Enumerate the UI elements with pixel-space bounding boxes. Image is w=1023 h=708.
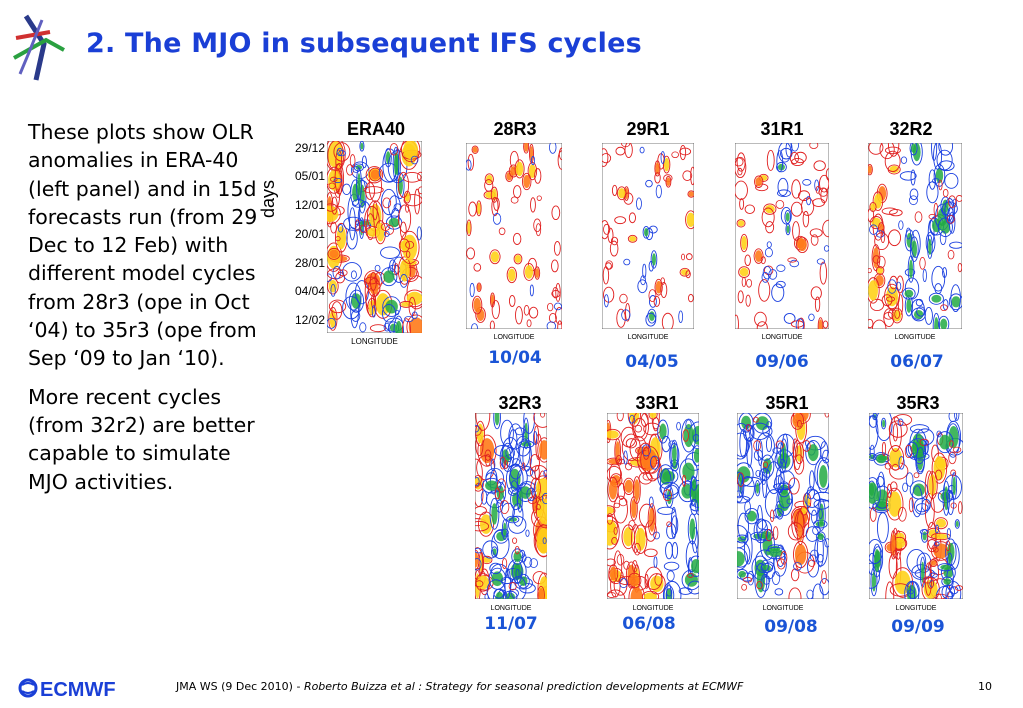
- date-32r3: 11/07: [484, 614, 538, 634]
- plot-32r3: [475, 413, 547, 599]
- description-paragraph-1: These plots show OLR anomalies in ERA-40…: [28, 120, 258, 371]
- era40-olr-plot: [327, 141, 422, 333]
- xlabel-35r3: LONGITUDE: [895, 605, 937, 612]
- xlabel-29r1: LONGITUDE: [627, 334, 669, 341]
- description-text: These plots show OLR anomalies in ERA-40…: [28, 118, 260, 506]
- era40-ytick: 12/02: [294, 313, 325, 327]
- plot-28r3: [466, 143, 562, 329]
- ecmwf-corner-logo: [13, 14, 65, 81]
- plot-33r1: [607, 413, 699, 599]
- xlabel-33r1: LONGITUDE: [632, 605, 674, 612]
- xlabel-31r1: LONGITUDE: [761, 334, 803, 341]
- era40-ylabel: days: [258, 179, 278, 218]
- era40-xlabel: LONGITUDE: [351, 337, 398, 346]
- panel-title-33r1: 33R1: [635, 393, 679, 413]
- xlabel-28r3: LONGITUDE: [493, 334, 535, 341]
- footer-citation-text: Roberto Buizza et al : Strategy for seas…: [303, 680, 744, 693]
- era40-title: ERA40: [346, 119, 406, 139]
- xlabel-32r2: LONGITUDE: [894, 334, 936, 341]
- era40-ytick: 28/01: [294, 256, 325, 270]
- era40-ytick: 04/04: [294, 284, 325, 298]
- date-32r2: 06/07: [890, 352, 944, 372]
- date-31r1: 09/06: [755, 352, 809, 372]
- plot-32r2: [868, 143, 962, 329]
- ecmwf-logo-text: ECMWF: [40, 679, 116, 700]
- description-paragraph-2: More recent cycles (from 32r2) are bette…: [28, 384, 255, 494]
- plot-29r1: [602, 143, 694, 329]
- era40-ytick: 29/12: [294, 141, 325, 155]
- xlabel-32r3: LONGITUDE: [490, 605, 532, 612]
- date-35r3: 09/09: [891, 617, 945, 637]
- date-35r1: 09/08: [764, 617, 818, 637]
- era40-ytick: 20/01: [294, 227, 325, 241]
- date-29r1: 04/05: [625, 352, 679, 372]
- ecmwf-logo: ECMWF: [18, 678, 116, 700]
- footer-citation: JMA WS (9 Dec 2010) - Roberto Buizza et …: [176, 680, 743, 693]
- xlabel-35r1: LONGITUDE: [762, 605, 804, 612]
- page-number: 10: [978, 680, 992, 693]
- era40-ytick: 12/01: [294, 198, 325, 212]
- panel-title-28r3: 28R3: [493, 119, 537, 139]
- panel-title-32r3: 32R3: [498, 393, 542, 413]
- panel-title-32r2: 32R2: [889, 119, 933, 139]
- era40-ytick: 05/01: [294, 169, 325, 183]
- date-33r1: 06/08: [622, 614, 676, 634]
- page-title: 2. The MJO in subsequent IFS cycles: [86, 28, 642, 59]
- panel-title-29r1: 29R1: [626, 119, 670, 139]
- plot-31r1: [735, 143, 829, 329]
- date-28r3: 10/04: [488, 348, 542, 368]
- plot-35r1: [737, 413, 829, 599]
- panel-title-31r1: 31R1: [760, 119, 804, 139]
- footer-meeting: JMA WS (9 Dec 2010) -: [176, 680, 304, 693]
- panel-title-35r3: 35R3: [896, 393, 940, 413]
- panel-title-35r1: 35R1: [765, 393, 809, 413]
- plot-35r3: [869, 413, 963, 599]
